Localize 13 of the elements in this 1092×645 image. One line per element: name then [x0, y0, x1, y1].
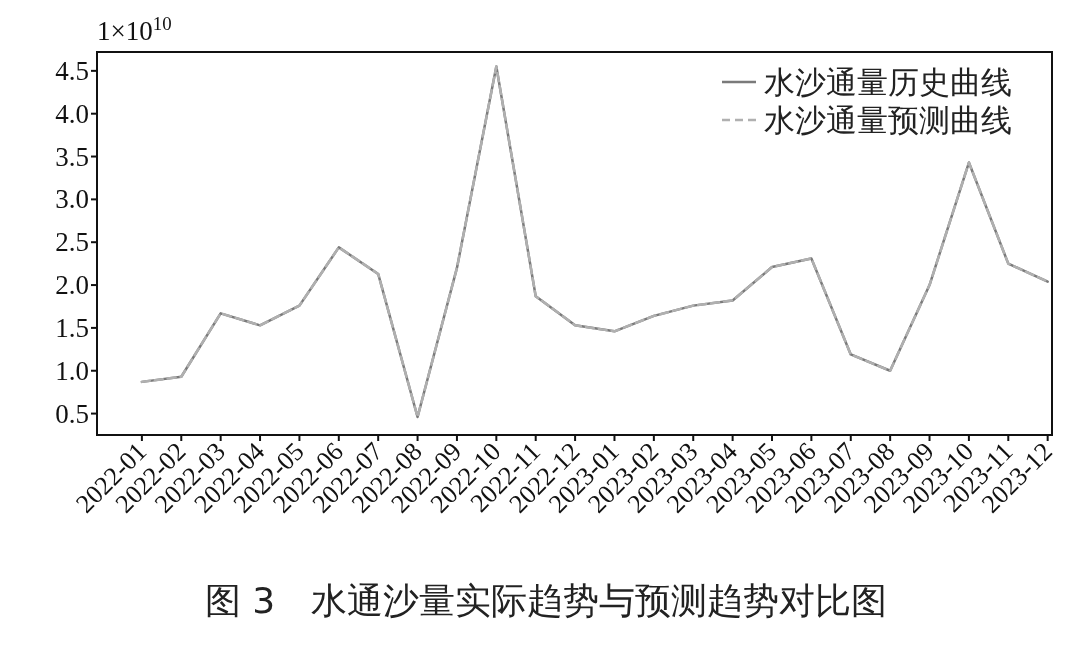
legend-label: 水沙通量历史曲线 [764, 64, 1012, 100]
y-tick-label: 4.5 [55, 55, 89, 86]
legend-label: 水沙通量预测曲线 [764, 102, 1012, 138]
y-tick-label: 2.0 [55, 270, 89, 301]
y-axis-title: 1×10$^{10}$ [97, 12, 172, 46]
y-tick-label: 3.0 [55, 184, 89, 215]
y-tick-label: 1.5 [55, 312, 89, 343]
y-tick-label: 0.5 [55, 398, 89, 429]
text: 图 3 水通沙量实际趋势与预测趋势对比图 [204, 580, 888, 621]
y-tick-label: 2.5 [55, 227, 89, 258]
y-tick-label: 3.5 [55, 141, 89, 172]
y-tick-label: 4.0 [55, 98, 89, 129]
y-tick-label: 1.0 [55, 355, 89, 386]
